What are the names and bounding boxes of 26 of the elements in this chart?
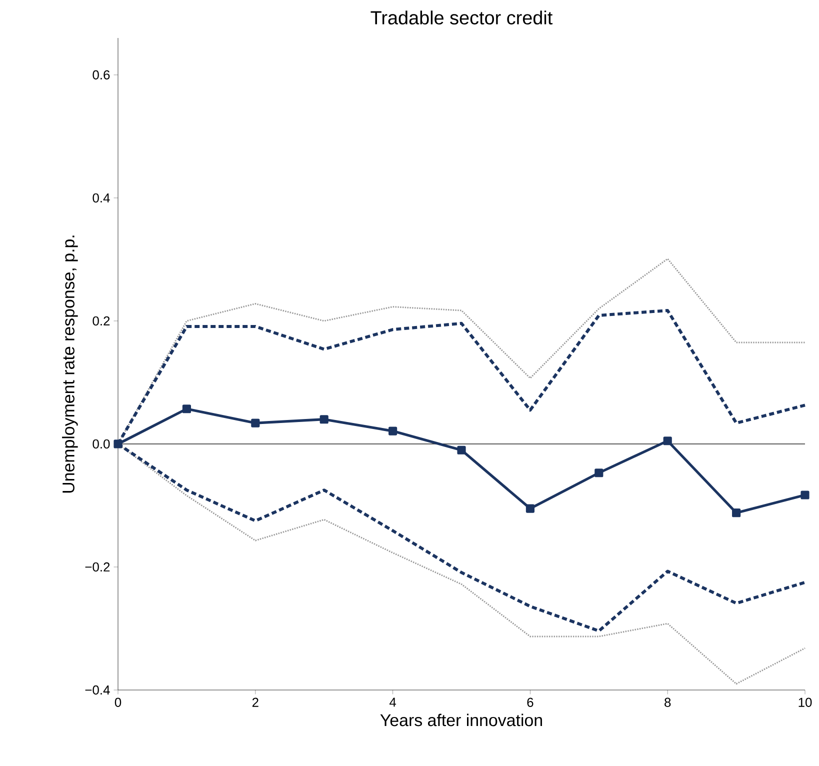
point [457,446,466,454]
x-tick-label: 10 [798,698,812,707]
y-tick-label: 0.0 [92,439,110,449]
y-axis-title: Unemployment rate response, p.p. [62,236,78,493]
point [526,504,534,513]
x-tick-label: 0 [114,698,122,707]
x-tick-label: 2 [252,698,258,707]
x-tick-label: 8 [664,698,671,707]
y-tick-label: 0.4 [92,193,110,202]
point [114,440,122,448]
point [320,415,328,424]
x-tick-label: 6 [527,698,534,707]
y-tick-label: 0.2 [92,316,110,326]
x-axis-title: Years after innovation [380,714,542,726]
y-tick-label: −0.4 [85,685,110,695]
point [594,468,604,478]
chart-title: Tradable sector credit [370,10,553,24]
point [732,508,741,518]
point [388,426,398,436]
point [800,490,810,500]
point [182,404,191,414]
point [251,418,260,428]
y-tick-label: 0.6 [92,70,110,80]
y-tick-label: −0.2 [85,562,110,572]
x-tick-label: 4 [390,698,396,707]
point [663,436,672,446]
